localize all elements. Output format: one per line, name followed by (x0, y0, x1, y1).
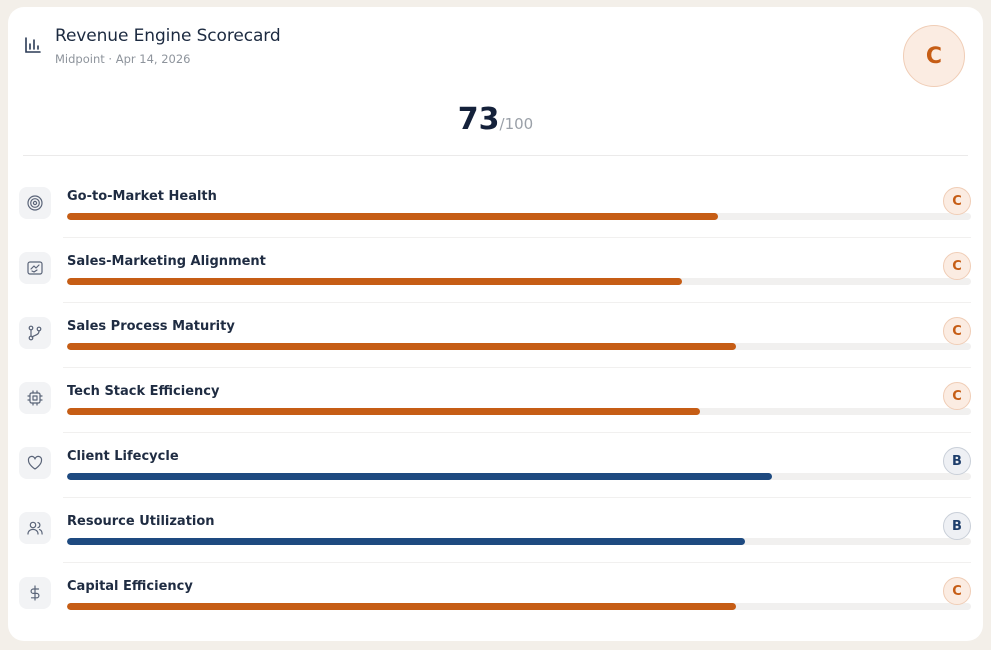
category-progress-fill (67, 343, 736, 350)
page-subtitle: Midpoint · Apr 14, 2026 (55, 52, 191, 66)
category-progress-fill (67, 538, 745, 545)
category-progress-fill (67, 213, 718, 220)
category-row: Sales Process Maturity C (8, 303, 983, 368)
category-grade-badge: B (943, 512, 971, 540)
category-grade-badge: C (943, 252, 971, 280)
header-divider (23, 155, 968, 156)
category-grade-badge: C (943, 187, 971, 215)
row-divider (63, 367, 971, 368)
page-title: Revenue Engine Scorecard (55, 26, 281, 46)
category-progress-bar (67, 213, 971, 220)
category-progress-fill (67, 473, 773, 480)
category-grade-badge: C (943, 382, 971, 410)
category-label: Tech Stack Efficiency (67, 384, 220, 399)
category-progress-bar (67, 538, 971, 545)
dollar-icon (19, 577, 51, 609)
category-label: Capital Efficiency (67, 579, 193, 594)
category-row: Tech Stack Efficiency C (8, 368, 983, 433)
row-divider (63, 302, 971, 303)
category-progress-bar (67, 278, 971, 285)
git-branch-icon (19, 317, 51, 349)
row-divider (63, 432, 971, 433)
category-label: Client Lifecycle (67, 449, 179, 464)
score-value: 73 (457, 102, 500, 137)
category-progress-fill (67, 278, 682, 285)
overall-grade-badge: C (903, 25, 965, 87)
category-progress-bar (67, 603, 971, 610)
category-label: Sales Process Maturity (67, 319, 235, 334)
category-label: Sales-Marketing Alignment (67, 254, 266, 269)
overall-score: 73/100 (8, 102, 983, 137)
row-divider (63, 497, 971, 498)
category-row: Capital Efficiency C (8, 563, 983, 628)
heart-icon (19, 447, 51, 479)
category-progress-bar (67, 408, 971, 415)
bar-chart-icon (23, 35, 43, 55)
users-icon (19, 512, 51, 544)
category-progress-bar (67, 343, 971, 350)
category-grade-badge: B (943, 447, 971, 475)
score-max: /100 (499, 115, 534, 133)
handshake-icon (19, 252, 51, 284)
scorecard-card: Revenue Engine Scorecard Midpoint · Apr … (8, 7, 983, 641)
category-label: Go-to-Market Health (67, 189, 217, 204)
category-progress-bar (67, 473, 971, 480)
category-row: Go-to-Market Health C (8, 173, 983, 238)
row-divider (63, 237, 971, 238)
category-progress-fill (67, 603, 736, 610)
category-grade-badge: C (943, 317, 971, 345)
target-icon (19, 187, 51, 219)
cpu-icon (19, 382, 51, 414)
row-divider (63, 562, 971, 563)
category-row: Resource Utilization B (8, 498, 983, 563)
category-row: Sales-Marketing Alignment C (8, 238, 983, 303)
category-label: Resource Utilization (67, 514, 215, 529)
category-grade-badge: C (943, 577, 971, 605)
category-row: Client Lifecycle B (8, 433, 983, 498)
category-progress-fill (67, 408, 700, 415)
